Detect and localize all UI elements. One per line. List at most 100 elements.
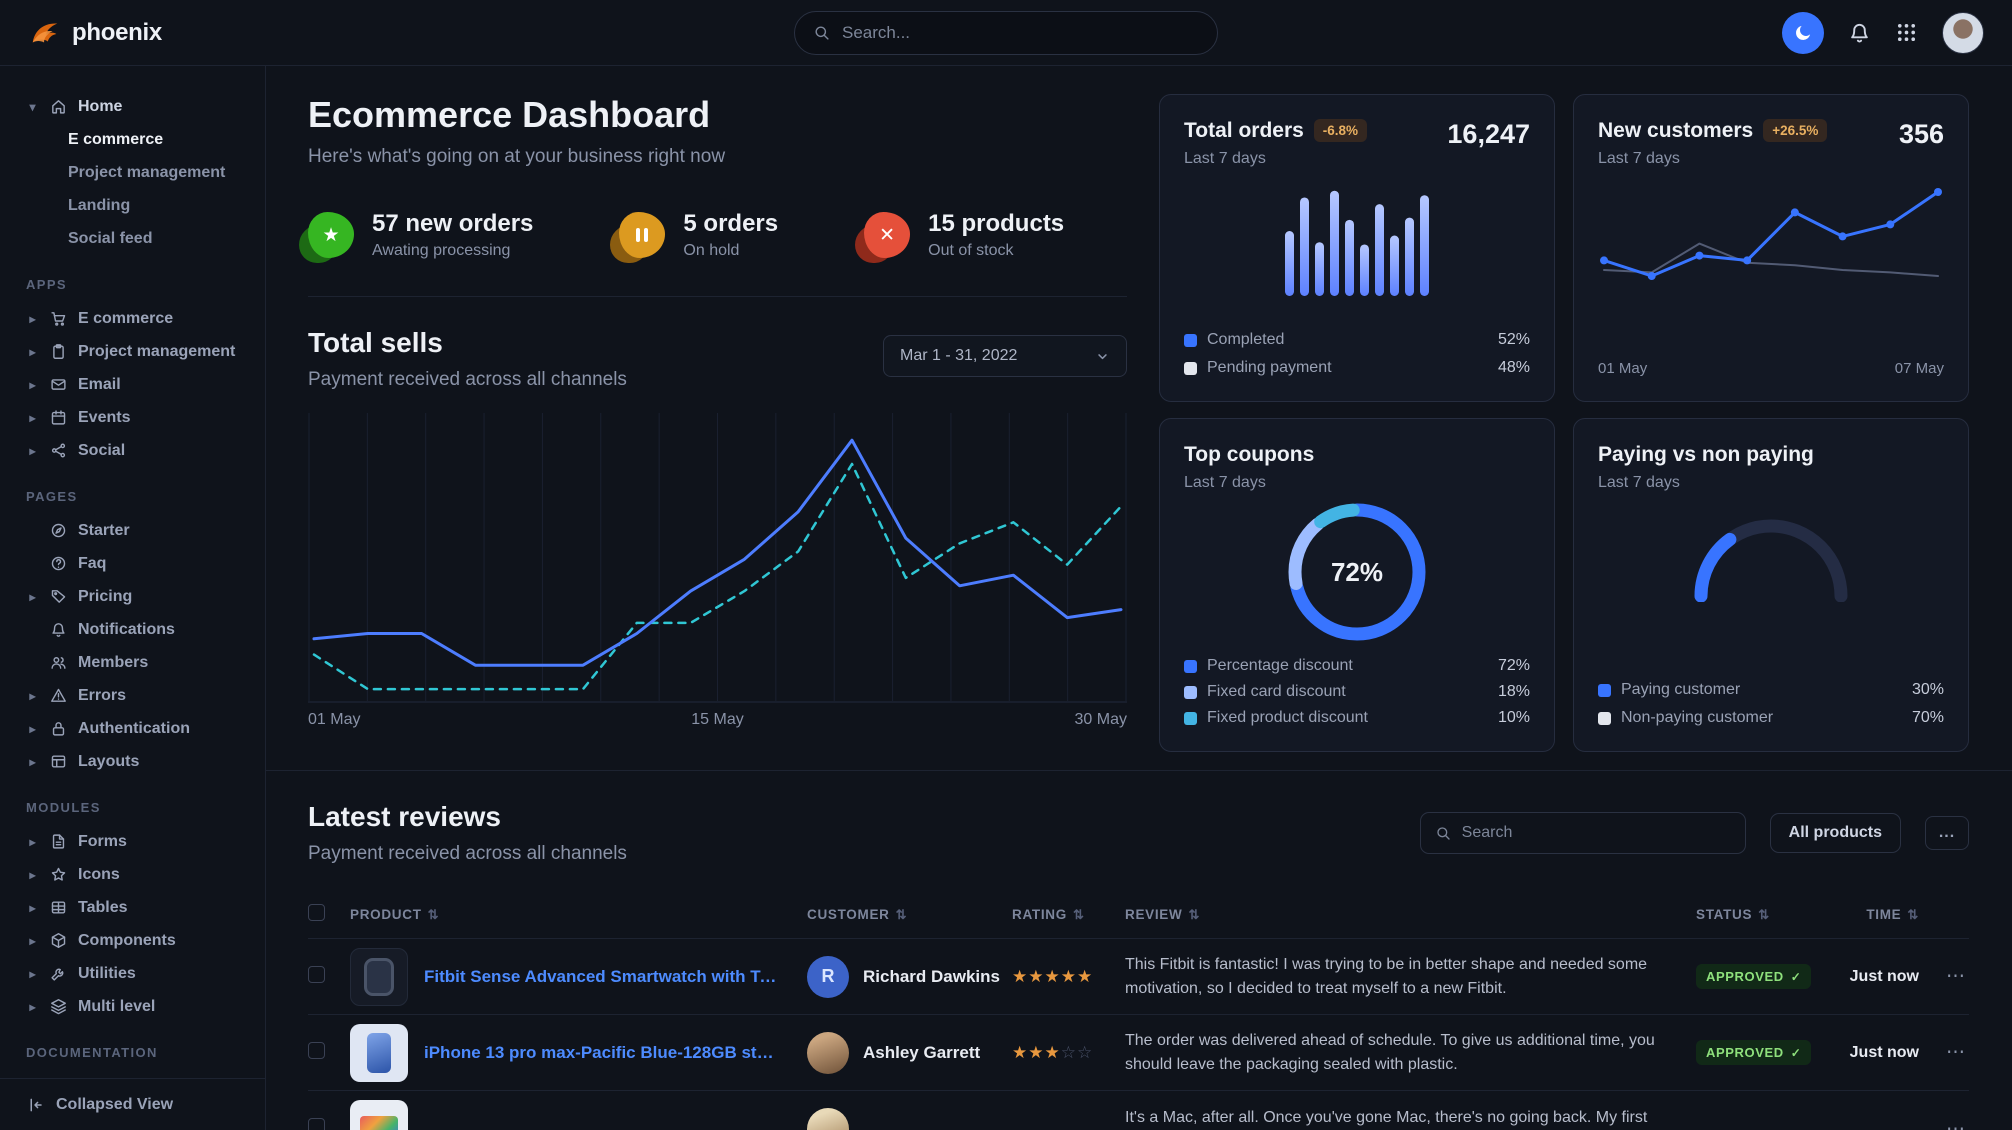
customer-avatar: R — [807, 955, 849, 998]
legend-swatch — [1184, 685, 1197, 699]
card-title: New customers — [1598, 119, 1754, 142]
sidebar-item-starter[interactable]: Starter — [26, 514, 251, 547]
sidebar-item-email[interactable]: ▸ Email — [26, 368, 251, 401]
sidebar-item-errors[interactable]: ▸ Errors — [26, 679, 251, 712]
column-header-time[interactable]: TIME ⇅ — [1866, 906, 1919, 923]
new-customers-x-axis: 01 May 07 May — [1598, 360, 1944, 377]
table-icon — [50, 899, 67, 916]
customer-name: Ashley Garrett — [863, 1042, 981, 1062]
row-checkbox[interactable] — [308, 1041, 325, 1059]
product-thumbnail — [350, 1023, 408, 1082]
trend-badge: +26.5% — [1763, 119, 1828, 142]
stats-row: ★ 57 new orders Awating processing 5 ord… — [299, 210, 1127, 297]
legend-swatch — [1184, 711, 1197, 725]
review-time: Just now — [1849, 967, 1919, 985]
check-icon: ✓ — [1790, 969, 1802, 984]
stat-orders-on-hold: 5 orders On hold — [610, 210, 778, 263]
column-header-product[interactable]: PRODUCT ⇅ — [350, 906, 440, 923]
star-rating: ★★★☆☆ — [1012, 1042, 1094, 1062]
brand-name: phoenix — [72, 18, 162, 46]
theme-toggle-button[interactable] — [1782, 11, 1824, 54]
chevron-right-icon: ▸ — [29, 933, 36, 948]
total-sells-x-axis: 01 May 15 May 30 May — [308, 711, 1127, 728]
mail-icon — [50, 376, 67, 393]
row-checkbox[interactable] — [308, 965, 325, 983]
sidebar-subitem-ecommerce[interactable]: E commerce — [68, 130, 164, 148]
collapse-sidebar-button[interactable]: Collapsed View — [0, 1078, 265, 1130]
paying-vs-nonpaying-card: Paying vs non paying Last 7 days Paying … — [1573, 418, 1969, 752]
alert-triangle-icon — [50, 687, 67, 704]
row-actions-button[interactable]: ⋯ — [1946, 1042, 1965, 1063]
user-avatar[interactable] — [1942, 11, 1984, 54]
product-thumbnail — [350, 947, 408, 1006]
global-search[interactable] — [794, 10, 1218, 55]
sidebar-item-home[interactable]: ▾ Home — [26, 90, 251, 123]
top-navbar: phoenix — [0, 0, 2012, 66]
date-range-select[interactable]: Mar 1 - 31, 2022 — [883, 335, 1127, 377]
select-all-checkbox[interactable] — [308, 903, 325, 921]
status-badge: APPROVED ✓ — [1696, 964, 1812, 989]
brand-logo[interactable]: phoenix — [28, 16, 162, 50]
sidebar-item-multi-level[interactable]: ▸ Multi level — [26, 990, 251, 1023]
notifications-button[interactable] — [1848, 21, 1871, 44]
sidebar-item-events[interactable]: ▸ Events — [26, 401, 251, 434]
sidebar-subitem-project-management[interactable]: Project management — [68, 163, 226, 181]
sort-icon: ⇅ — [1907, 906, 1919, 922]
chevron-right-icon: ▸ — [29, 377, 36, 392]
search-icon — [813, 24, 830, 41]
row-actions-button[interactable]: ⋯ — [1946, 1118, 1965, 1130]
sidebar-section-apps: APPS — [26, 277, 68, 292]
sidebar-item-icons[interactable]: ▸ Icons — [26, 858, 251, 891]
dashboard-cards: Total orders -6.8% Last 7 days 16,247 Com… — [1159, 94, 1969, 752]
sidebar-item-tables[interactable]: ▸ Tables — [26, 891, 251, 924]
row-actions-button[interactable]: ⋯ — [1946, 966, 1965, 987]
sidebar-item-components[interactable]: ▸ Components — [26, 924, 251, 957]
chevron-right-icon: ▸ — [29, 688, 36, 703]
legend-swatch — [1184, 361, 1197, 375]
reviews-search[interactable] — [1419, 812, 1746, 854]
column-header-review[interactable]: REVIEW ⇅ — [1125, 906, 1201, 923]
paying-gauge-chart — [1686, 510, 1856, 602]
search-input[interactable] — [842, 22, 1199, 43]
all-products-button[interactable]: All products — [1769, 813, 1901, 853]
sidebar-item-forms[interactable]: ▸ Forms — [26, 825, 251, 858]
stat-new-orders: ★ 57 new orders Awating processing — [299, 210, 533, 263]
apps-grid-button[interactable] — [1895, 21, 1918, 44]
sidebar-item-authentication[interactable]: ▸ Authentication — [26, 712, 251, 745]
product-thumbnail — [350, 1100, 408, 1130]
sidebar-item-social[interactable]: ▸ Social — [26, 434, 251, 467]
column-header-customer[interactable]: CUSTOMER ⇅ — [807, 906, 908, 923]
product-link[interactable]: iPhone 13 pro max-Pacific Blue-128GB sto… — [424, 1042, 781, 1062]
chevron-right-icon: ▸ — [29, 589, 36, 604]
sidebar-subitem-landing[interactable]: Landing — [68, 196, 131, 214]
reviews-table: PRODUCT ⇅ CUSTOMER ⇅ RATING ⇅ REVIEW ⇅ STATU… — [308, 891, 1969, 1130]
chevron-right-icon: ▸ — [29, 834, 36, 849]
sidebar-item-faq[interactable]: Faq — [26, 547, 251, 580]
row-checkbox[interactable] — [308, 1118, 325, 1130]
sidebar: ▾ Home E commerce Project management Lan… — [0, 66, 266, 1130]
total-orders-value: 16,247 — [1447, 119, 1530, 149]
review-row: iPhone 13 pro max-Pacific Blue-128GB sto… — [308, 1015, 1969, 1091]
sidebar-item-notifications[interactable]: Notifications — [26, 613, 251, 646]
bell-icon — [1848, 21, 1871, 44]
total-orders-card: Total orders -6.8% Last 7 days 16,247 Com… — [1159, 94, 1555, 402]
sidebar-item-project-management-app[interactable]: ▸ Project management — [26, 335, 251, 368]
product-link[interactable]: Fitbit Sense Advanced Smartwatch with To… — [424, 966, 781, 986]
sidebar-item-pricing[interactable]: ▸ Pricing — [26, 580, 251, 613]
status-badge: APPROVED ✓ — [1696, 1040, 1812, 1065]
clipboard-icon — [50, 343, 67, 360]
more-options-button[interactable]: ... — [1925, 816, 1969, 850]
new-orders-icon: ★ — [299, 212, 354, 263]
total-orders-chart — [1184, 178, 1530, 296]
column-header-status[interactable]: STATUS ⇅ — [1696, 906, 1770, 923]
sidebar-subitem-social-feed[interactable]: Social feed — [68, 229, 153, 247]
sidebar-item-layouts[interactable]: ▸ Layouts — [26, 745, 251, 778]
sidebar-item-utilities[interactable]: ▸ Utilities — [26, 957, 251, 990]
layout-icon — [50, 753, 67, 770]
sidebar-section-modules: MODULES — [26, 800, 101, 815]
total-sells-chart — [308, 413, 1127, 703]
reviews-search-input[interactable] — [1461, 824, 1731, 842]
sidebar-item-ecommerce-app[interactable]: ▸ E commerce — [26, 302, 251, 335]
column-header-rating[interactable]: RATING ⇅ — [1012, 906, 1085, 923]
sidebar-item-members[interactable]: Members — [26, 646, 251, 679]
